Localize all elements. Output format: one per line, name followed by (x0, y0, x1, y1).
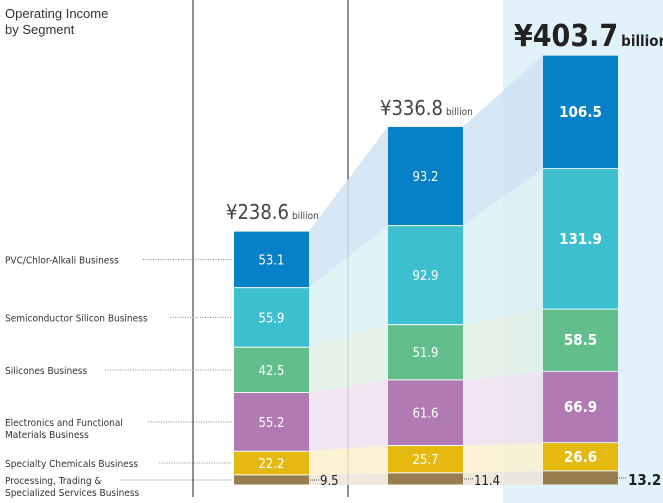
data-label: 26.6 (564, 448, 597, 466)
bar-segment (388, 126, 463, 226)
data-label: 61.6 (412, 407, 438, 422)
bar-segment (234, 347, 309, 392)
bar-segment (234, 392, 309, 451)
legend-label-line: Processing, Trading & (5, 476, 101, 487)
legend-label-line: Specialized Services Business (5, 488, 140, 499)
bar-segment (543, 371, 618, 443)
connector-band (309, 126, 388, 288)
total-label: ¥403.7billion (514, 19, 663, 54)
bar-segment (234, 475, 309, 485)
unit-label: billion (446, 107, 473, 118)
unit-label: billion (292, 211, 319, 222)
connector-band (309, 324, 388, 393)
data-label: 25.7 (412, 453, 438, 468)
bar-segment (388, 380, 463, 445)
bar-segment (543, 471, 618, 485)
bar-segment (388, 226, 463, 325)
bar-segment (234, 451, 309, 475)
data-label: 106.5 (559, 103, 602, 121)
legend-label-line: Specialty Chemicals Business (5, 459, 138, 470)
connector-band (309, 379, 388, 452)
data-label: 13.2 (628, 471, 661, 489)
data-label: 55.2 (258, 416, 284, 431)
data-label: 11.4 (474, 474, 500, 489)
legend-label-line: Electronics and Functional (5, 418, 123, 429)
connector-band (463, 371, 543, 446)
connector-band (309, 445, 388, 475)
connector-band (309, 472, 388, 485)
chart-title: Operating Income by Segment (5, 6, 109, 37)
data-label: 51.9 (412, 346, 438, 361)
total-label: ¥238.6 billion (226, 200, 319, 224)
data-label: 58.5 (564, 331, 597, 349)
data-label: 66.9 (564, 398, 597, 416)
bar-segment (543, 55, 618, 169)
legend-label: Electronics and Functional Materials Busi… (5, 418, 123, 441)
bar-segment (388, 473, 463, 485)
data-label: 9.5 (320, 474, 339, 489)
data-label: 55.9 (258, 311, 284, 326)
connector-band (463, 470, 543, 485)
legend-label: Processing, Trading & Specialized Service… (5, 476, 140, 499)
data-label: 42.5 (258, 364, 284, 379)
total-value: ¥403.7 (514, 19, 618, 54)
data-label: 53.1 (258, 253, 284, 268)
total-label: ¥336.8 billion (380, 96, 473, 120)
legend-label-line: Materials Business (5, 430, 89, 441)
bar-segment (388, 445, 463, 473)
legend-label: PVC/Chlor-Alkali Business (5, 255, 119, 266)
legend-label-line: Semiconductor Silicon Business (5, 313, 148, 324)
connector-band (463, 168, 543, 325)
connector-band (463, 442, 543, 473)
connector-band (463, 309, 543, 380)
data-label: 131.9 (559, 230, 602, 248)
bar-segment (543, 309, 618, 371)
bar-segment (543, 169, 618, 309)
bar-segment (543, 443, 618, 471)
bar-segment (234, 288, 309, 347)
legend-label: Semiconductor Silicon Business (5, 313, 148, 324)
bar-segment (388, 325, 463, 380)
connector-band (463, 55, 543, 226)
data-label: 92.9 (412, 269, 438, 284)
connector-band (309, 225, 388, 348)
unit-label: billion (621, 32, 663, 50)
data-label: 93.2 (412, 170, 438, 185)
legend-label-line: PVC/Chlor-Alkali Business (5, 255, 119, 266)
total-value: ¥238.6 (226, 200, 289, 224)
data-label: 22.2 (258, 457, 284, 472)
total-value: ¥336.8 (380, 96, 443, 120)
legend-label: Silicones Business (5, 366, 87, 377)
legend-label: Specialty Chemicals Business (5, 459, 138, 470)
legend-label-line: Silicones Business (5, 366, 87, 377)
bar-segment (234, 231, 309, 288)
